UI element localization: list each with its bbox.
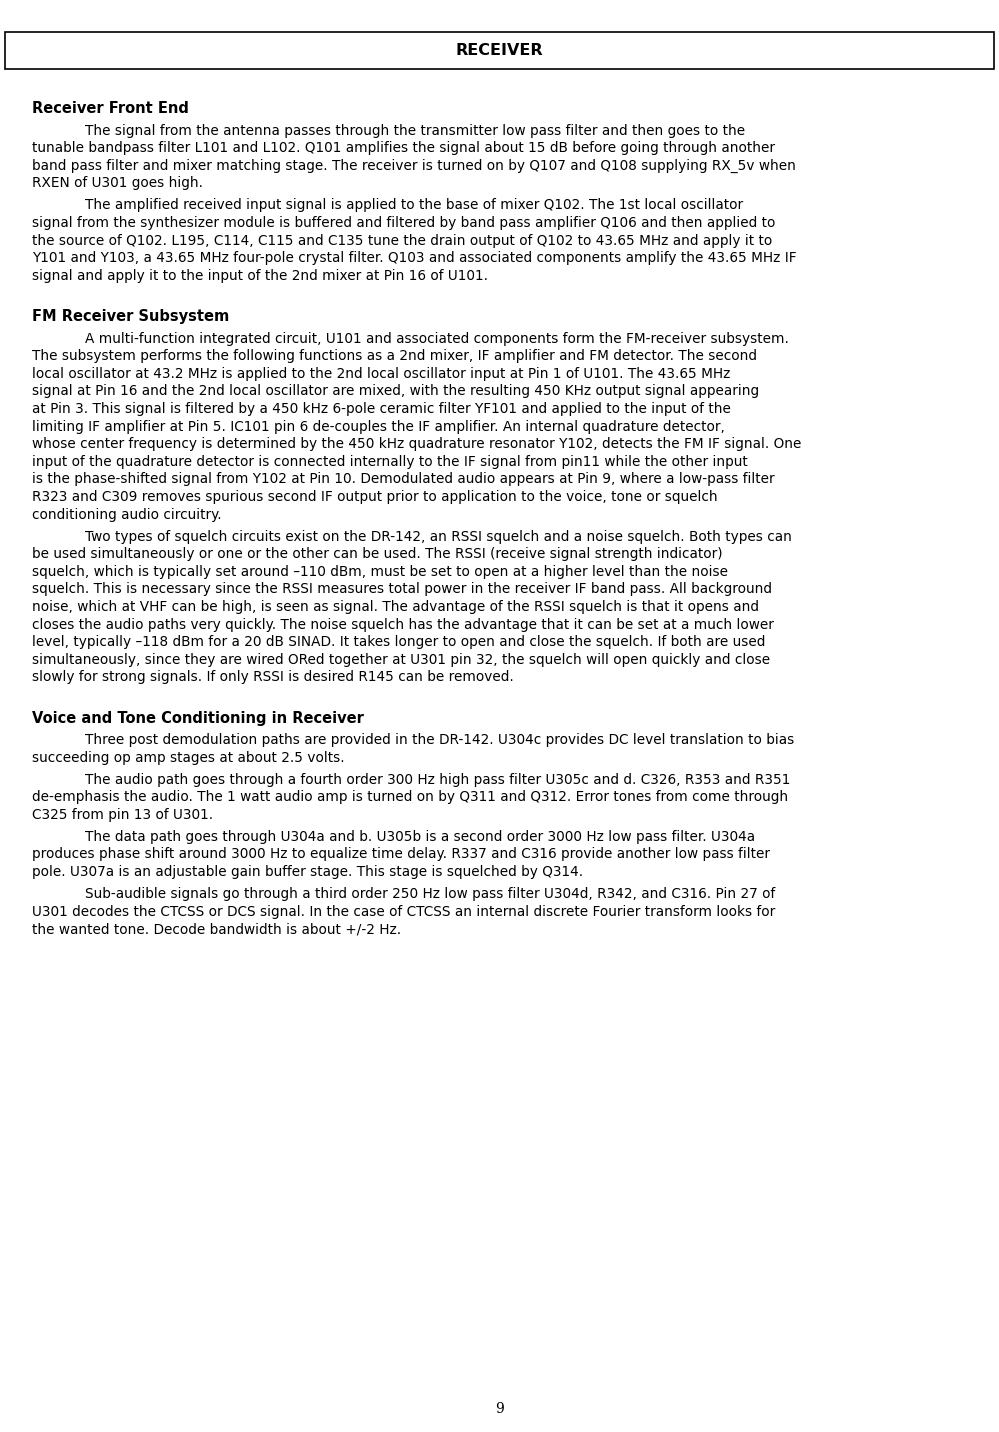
Text: at Pin 3. This signal is filtered by a 450 kHz 6-pole ceramic filter YF101 and a: at Pin 3. This signal is filtered by a 4… xyxy=(32,402,731,415)
Text: input of the quadrature detector is connected internally to the IF signal from p: input of the quadrature detector is conn… xyxy=(32,455,747,468)
Text: A multi-function integrated circuit, U101 and associated components form the FM-: A multi-function integrated circuit, U10… xyxy=(85,331,789,345)
Text: local oscillator at 43.2 MHz is applied to the 2nd local oscillator input at Pin: local oscillator at 43.2 MHz is applied … xyxy=(32,367,730,381)
Text: RXEN of U301 goes high.: RXEN of U301 goes high. xyxy=(32,176,203,190)
Bar xyxy=(5,32,994,69)
Text: R323 and C309 removes spurious second IF output prior to application to the voic: R323 and C309 removes spurious second IF… xyxy=(32,490,717,504)
Text: Three post demodulation paths are provided in the DR-142. U304c provides DC leve: Three post demodulation paths are provid… xyxy=(85,733,794,748)
Text: level, typically –118 dBm for a 20 dB SINAD. It takes longer to open and close t: level, typically –118 dBm for a 20 dB SI… xyxy=(32,636,765,649)
Text: signal and apply it to the input of the 2nd mixer at Pin 16 of U101.: signal and apply it to the input of the … xyxy=(32,269,488,282)
Text: RECEIVER: RECEIVER xyxy=(456,43,543,57)
Text: Voice and Tone Conditioning in Receiver: Voice and Tone Conditioning in Receiver xyxy=(32,710,364,726)
Text: band pass filter and mixer matching stage. The receiver is turned on by Q107 and: band pass filter and mixer matching stag… xyxy=(32,159,796,173)
Text: be used simultaneously or one or the other can be used. The RSSI (receive signal: be used simultaneously or one or the oth… xyxy=(32,547,722,561)
Text: conditioning audio circuitry.: conditioning audio circuitry. xyxy=(32,507,222,521)
Text: The subsystem performs the following functions as a 2nd mixer, IF amplifier and : The subsystem performs the following fun… xyxy=(32,349,757,364)
Text: noise, which at VHF can be high, is seen as signal. The advantage of the RSSI sq: noise, which at VHF can be high, is seen… xyxy=(32,600,759,614)
Text: The audio path goes through a fourth order 300 Hz high pass filter U305c and d. : The audio path goes through a fourth ord… xyxy=(85,773,790,786)
Text: Sub-audible signals go through a third order 250 Hz low pass filter U304d, R342,: Sub-audible signals go through a third o… xyxy=(85,886,775,901)
Text: the source of Q102. L195, C114, C115 and C135 tune the drain output of Q102 to 4: the source of Q102. L195, C114, C115 and… xyxy=(32,233,772,248)
Text: The signal from the antenna passes through the transmitter low pass filter and t: The signal from the antenna passes throu… xyxy=(85,123,745,137)
Text: FM Receiver Subsystem: FM Receiver Subsystem xyxy=(32,309,229,324)
Text: signal at Pin 16 and the 2nd local oscillator are mixed, with the resulting 450 : signal at Pin 16 and the 2nd local oscil… xyxy=(32,384,759,398)
Text: pole. U307a is an adjustable gain buffer stage. This stage is squelched by Q314.: pole. U307a is an adjustable gain buffer… xyxy=(32,865,583,879)
Text: slowly for strong signals. If only RSSI is desired R145 can be removed.: slowly for strong signals. If only RSSI … xyxy=(32,670,513,684)
Text: Y101 and Y103, a 43.65 MHz four-pole crystal filter. Q103 and associated compone: Y101 and Y103, a 43.65 MHz four-pole cry… xyxy=(32,251,796,265)
Text: produces phase shift around 3000 Hz to equalize time delay. R337 and C316 provid: produces phase shift around 3000 Hz to e… xyxy=(32,848,770,862)
Text: simultaneously, since they are wired ORed together at U301 pin 32, the squelch w: simultaneously, since they are wired ORe… xyxy=(32,653,770,667)
Text: closes the audio paths very quickly. The noise squelch has the advantage that it: closes the audio paths very quickly. The… xyxy=(32,617,774,632)
Text: C325 from pin 13 of U301.: C325 from pin 13 of U301. xyxy=(32,808,213,822)
Text: U301 decodes the CTCSS or DCS signal. In the case of CTCSS an internal discrete : U301 decodes the CTCSS or DCS signal. In… xyxy=(32,905,775,918)
Text: de-emphasis the audio. The 1 watt audio amp is turned on by Q311 and Q312. Error: de-emphasis the audio. The 1 watt audio … xyxy=(32,790,788,805)
Text: succeeding op amp stages at about 2.5 volts.: succeeding op amp stages at about 2.5 vo… xyxy=(32,750,345,765)
Text: is the phase-shifted signal from Y102 at Pin 10. Demodulated audio appears at Pi: is the phase-shifted signal from Y102 at… xyxy=(32,473,774,487)
Text: squelch, which is typically set around –110 dBm, must be set to open at a higher: squelch, which is typically set around –… xyxy=(32,564,728,579)
Text: Two types of squelch circuits exist on the DR-142, an RSSI squelch and a noise s: Two types of squelch circuits exist on t… xyxy=(85,530,792,544)
Text: The data path goes through U304a and b. U305b is a second order 3000 Hz low pass: The data path goes through U304a and b. … xyxy=(85,829,755,843)
Text: whose center frequency is determined by the 450 kHz quadrature resonator Y102, d: whose center frequency is determined by … xyxy=(32,437,801,451)
Text: the wanted tone. Decode bandwidth is about +/-2 Hz.: the wanted tone. Decode bandwidth is abo… xyxy=(32,922,401,937)
Text: limiting IF amplifier at Pin 5. IC101 pin 6 de-couples the IF amplifier. An inte: limiting IF amplifier at Pin 5. IC101 pi… xyxy=(32,420,725,434)
Text: tunable bandpass filter L101 and L102. Q101 amplifies the signal about 15 dB bef: tunable bandpass filter L101 and L102. Q… xyxy=(32,142,775,155)
Text: signal from the synthesizer module is buffered and filtered by band pass amplifi: signal from the synthesizer module is bu… xyxy=(32,216,775,231)
Text: 9: 9 xyxy=(496,1402,503,1416)
Text: squelch. This is necessary since the RSSI measures total power in the receiver I: squelch. This is necessary since the RSS… xyxy=(32,583,772,596)
Text: The amplified received input signal is applied to the base of mixer Q102. The 1s: The amplified received input signal is a… xyxy=(85,198,743,212)
Text: Receiver Front End: Receiver Front End xyxy=(32,102,189,116)
